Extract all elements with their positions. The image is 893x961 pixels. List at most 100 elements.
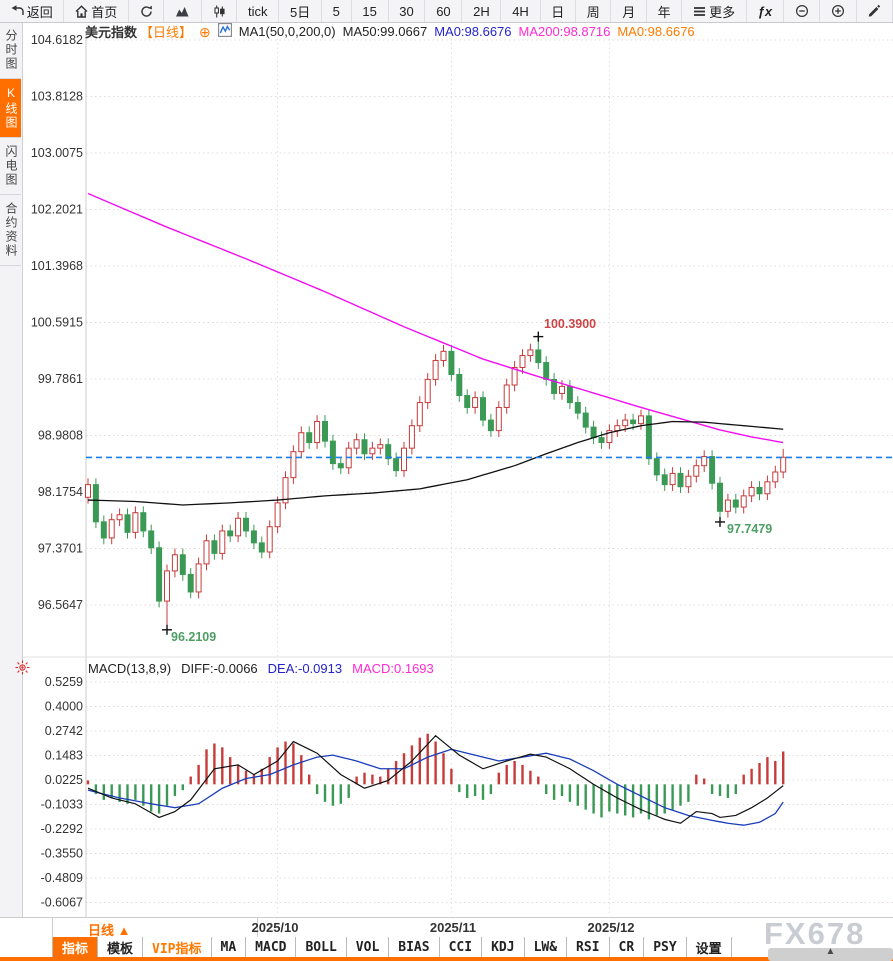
- contract-info-tab[interactable]: 合约资料: [0, 195, 21, 266]
- period-15-button[interactable]: 15: [352, 0, 389, 22]
- lowest-price-annotation: 96.2109: [171, 630, 217, 644]
- period-60-button-label: 60: [436, 3, 451, 19]
- period-5d-button[interactable]: 5日: [279, 0, 322, 22]
- month-label-oct: 2025/10: [251, 920, 299, 935]
- period-5d-button-label: 5日: [289, 4, 311, 20]
- svg-text:-0.1033: -0.1033: [41, 798, 83, 812]
- macd-tab[interactable]: MACD: [246, 937, 297, 957]
- lightning-chart-tab[interactable]: 闪电图: [0, 138, 21, 195]
- line-chart-button[interactable]: [164, 0, 202, 22]
- month-label-nov: 2025/11: [429, 920, 477, 935]
- period-4h-button[interactable]: 4H: [501, 0, 541, 22]
- minute-chart-tab[interactable]: 分时图: [0, 22, 21, 79]
- svg-text:104.6182: 104.6182: [31, 33, 83, 47]
- period-4h-button-label: 4H: [512, 3, 529, 19]
- cr-tab[interactable]: CR: [610, 937, 645, 957]
- svg-text:99.7861: 99.7861: [38, 372, 83, 386]
- refresh-button[interactable]: [129, 0, 165, 22]
- vip-indicator-tab[interactable]: VIP指标: [143, 937, 212, 957]
- period-60-button[interactable]: 60: [425, 0, 463, 22]
- bias-tab[interactable]: BIAS: [389, 937, 440, 957]
- fx678-watermark: FX678: [764, 916, 866, 951]
- indicator-tab-bar: 指标 模板 VIP指标 MA MACD BOLL VOL BIAS CCI KDJ LW& RSI CR…: [0, 937, 893, 957]
- price-plot-area[interactable]: [86, 34, 893, 656]
- macd-macd-value: MACD:0.1693: [352, 661, 434, 676]
- period-week-button-label: 周: [586, 4, 600, 20]
- ma0-value-blue: MA0:98.6676: [434, 24, 512, 39]
- period-tick-button-label: tick: [248, 3, 268, 19]
- candlestick-icon: [213, 5, 226, 18]
- psy-tab[interactable]: PSY: [644, 937, 687, 957]
- period-month-button-label: 月: [622, 4, 636, 20]
- more-button[interactable]: 更多: [682, 0, 747, 22]
- kdj-tab[interactable]: KDJ: [482, 937, 525, 957]
- svg-text:100.5915: 100.5915: [31, 316, 83, 330]
- vol-tab[interactable]: VOL: [347, 937, 390, 957]
- top-toolbar: 返回 首页 tick 5日 5 15 30 60 2H 4H 日 周 月 年 更多 ƒx: [0, 0, 893, 23]
- axis-divider: [52, 918, 53, 937]
- home-icon: [75, 4, 88, 18]
- rsi-tab[interactable]: RSI: [567, 937, 610, 957]
- svg-text:-0.2292: -0.2292: [41, 822, 83, 836]
- ma-tab[interactable]: MA: [212, 937, 247, 957]
- period-week-button[interactable]: 周: [576, 0, 612, 22]
- indicator-tab[interactable]: 指标: [53, 937, 99, 957]
- svg-text:0.4000: 0.4000: [45, 700, 83, 714]
- period-2h-button[interactable]: 2H: [462, 0, 502, 22]
- svg-text:101.3968: 101.3968: [31, 259, 83, 273]
- period-15-button-label: 15: [362, 3, 377, 19]
- refresh-icon: [140, 5, 153, 18]
- period-year-button-label: 年: [657, 4, 671, 20]
- zoom-in-button[interactable]: [820, 0, 857, 22]
- period-tick-button[interactable]: tick: [237, 0, 280, 22]
- tabbar-spacer: [0, 937, 53, 957]
- zoom-out-button[interactable]: [784, 0, 821, 22]
- cci-tab[interactable]: CCI: [440, 937, 483, 957]
- macd-title: MACD(13,8,9): [88, 661, 172, 676]
- kline-chart-tab[interactable]: K线图: [0, 79, 21, 138]
- candlestick-chart-button[interactable]: [202, 0, 238, 22]
- period-30-button[interactable]: 30: [389, 0, 426, 22]
- svg-text:96.5647: 96.5647: [38, 598, 83, 612]
- settings-tab[interactable]: 设置: [687, 937, 732, 957]
- period-5-button-label: 5: [332, 3, 340, 19]
- svg-text:0.5259: 0.5259: [45, 675, 83, 689]
- svg-text:98.1754: 98.1754: [38, 485, 83, 499]
- indicator-settings-icon[interactable]: [15, 660, 30, 680]
- back-arrow-icon: [11, 5, 24, 17]
- template-tab[interactable]: 模板: [98, 937, 144, 957]
- svg-text:0.2742: 0.2742: [45, 724, 83, 738]
- back-button-label: 返回: [26, 4, 53, 20]
- period-badge: 【日线】: [140, 25, 193, 40]
- svg-text:-0.6067: -0.6067: [41, 896, 83, 910]
- draw-button[interactable]: [857, 0, 893, 22]
- ma200-value: MA200:98.8716: [518, 24, 611, 39]
- period-30-button-label: 30: [399, 3, 414, 19]
- low-price-annotation: 97.7479: [727, 522, 773, 536]
- month-label-dec: 2025/12: [587, 920, 635, 935]
- boll-tab[interactable]: BOLL: [296, 937, 347, 957]
- back-button[interactable]: 返回: [0, 0, 65, 22]
- collapse-handle[interactable]: ▲: [768, 945, 893, 961]
- add-indicator-icon[interactable]: ⊕: [199, 23, 211, 40]
- macd-diff-value: DIFF:-0.0066: [181, 661, 258, 676]
- indicator-chart-icon[interactable]: [217, 23, 232, 40]
- period-2h-button-label: 2H: [473, 3, 490, 19]
- period-month-button[interactable]: 月: [611, 0, 647, 22]
- current-period-label[interactable]: 日线 ▲: [88, 923, 131, 938]
- macd-plot-area[interactable]: [86, 658, 893, 916]
- zoom-in-icon: [831, 4, 845, 18]
- period-5-button[interactable]: 5: [322, 0, 352, 22]
- home-button[interactable]: 首页: [64, 0, 129, 22]
- more-button-label: 更多: [709, 4, 736, 20]
- collapse-arrow-icon: ▲: [825, 945, 836, 957]
- home-button-label: 首页: [91, 4, 118, 20]
- chart-type-sidebar: 分时图 K线图 闪电图 合约资料: [0, 22, 23, 936]
- lw-tab[interactable]: LW&: [525, 937, 568, 957]
- formula-button[interactable]: ƒx: [747, 0, 784, 22]
- period-year-button[interactable]: 年: [647, 0, 683, 22]
- period-day-button[interactable]: 日: [541, 0, 577, 22]
- svg-text:0.0225: 0.0225: [45, 773, 83, 787]
- period-day-button-label: 日: [551, 4, 565, 20]
